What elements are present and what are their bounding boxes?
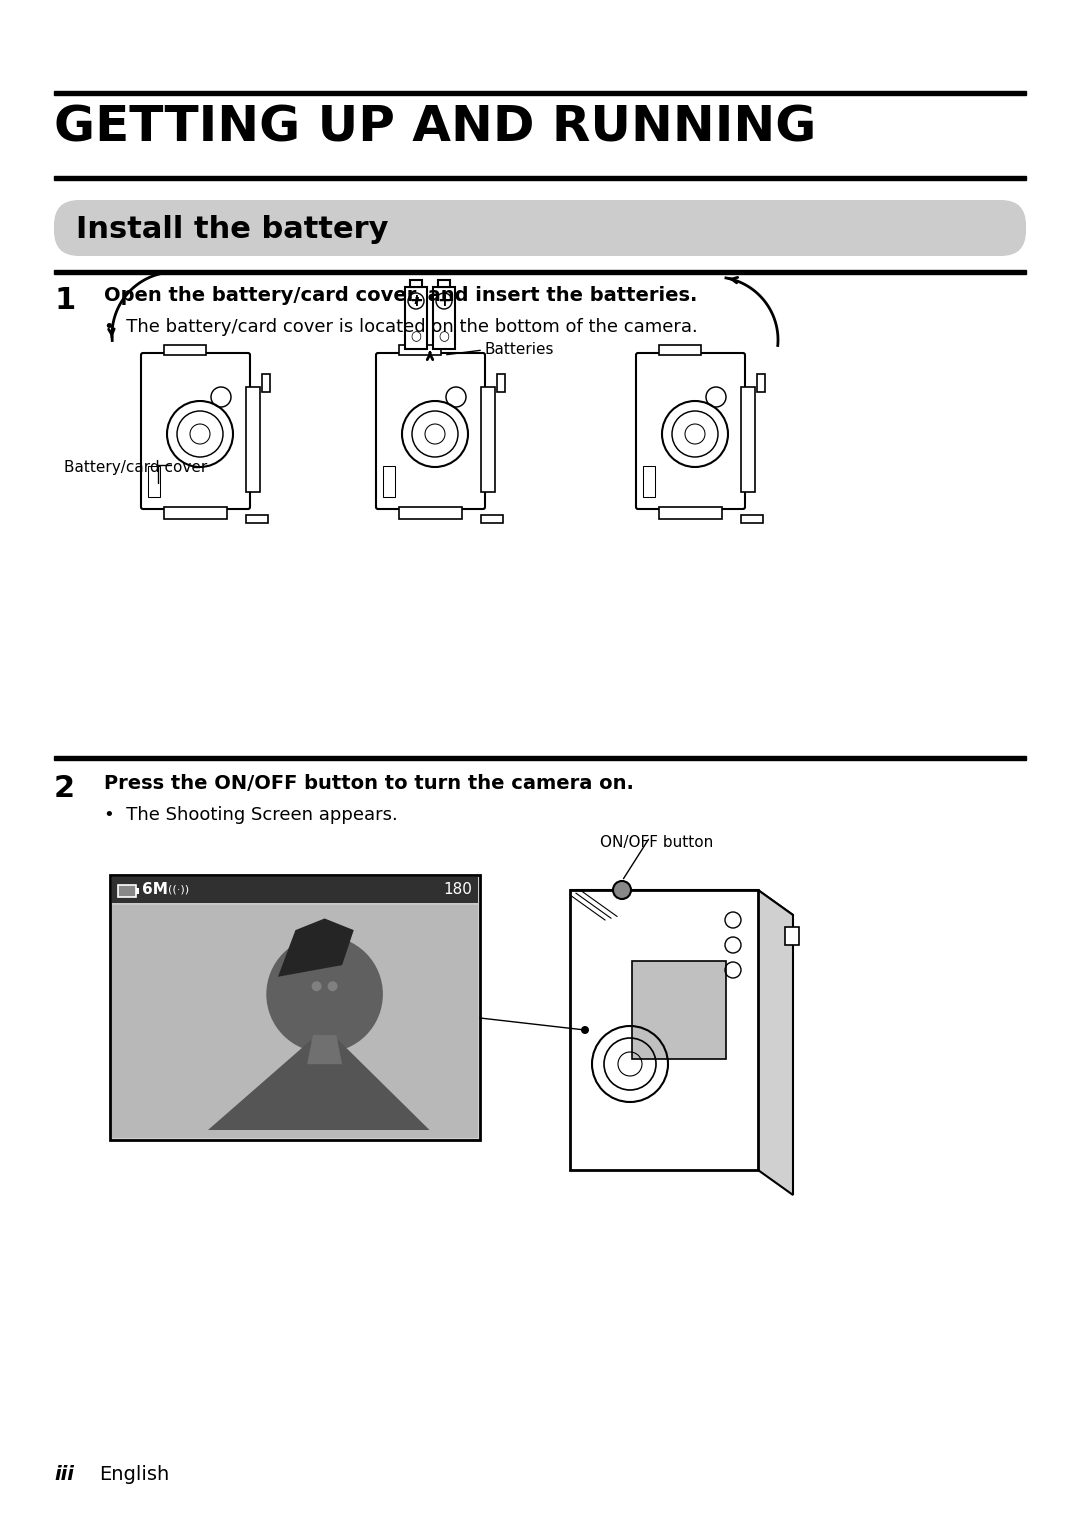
Text: +: + xyxy=(437,292,451,310)
Bar xyxy=(481,386,495,491)
Text: English: English xyxy=(99,1465,170,1484)
Text: Battery/card cover: Battery/card cover xyxy=(64,459,207,475)
Text: ((·)): ((·)) xyxy=(168,884,189,894)
Polygon shape xyxy=(570,890,793,916)
Circle shape xyxy=(312,981,322,992)
Text: +: + xyxy=(409,292,423,310)
Text: Install the battery: Install the battery xyxy=(76,216,389,245)
Bar xyxy=(164,506,227,519)
Circle shape xyxy=(613,881,631,899)
Bar xyxy=(262,374,270,392)
Bar xyxy=(481,516,503,523)
Circle shape xyxy=(581,1027,589,1034)
Bar xyxy=(54,91,1026,94)
Bar xyxy=(757,374,765,392)
Bar xyxy=(741,386,755,491)
Bar xyxy=(246,516,268,523)
Bar xyxy=(410,280,422,287)
Polygon shape xyxy=(208,1040,430,1130)
Bar xyxy=(659,345,701,354)
Bar xyxy=(405,287,427,348)
Text: •  The battery/card cover is located on the bottom of the camera.: • The battery/card cover is located on t… xyxy=(104,318,698,336)
Circle shape xyxy=(267,935,383,1053)
Bar xyxy=(383,465,395,497)
Text: 180: 180 xyxy=(443,882,472,896)
Bar xyxy=(438,280,450,287)
Text: ○: ○ xyxy=(438,330,449,344)
Bar xyxy=(741,516,762,523)
Bar xyxy=(659,506,723,519)
FancyBboxPatch shape xyxy=(376,353,485,510)
Bar xyxy=(136,888,139,894)
Bar xyxy=(497,374,505,392)
Bar xyxy=(643,465,654,497)
Bar xyxy=(112,878,478,1138)
FancyBboxPatch shape xyxy=(636,353,745,510)
FancyBboxPatch shape xyxy=(141,353,249,510)
Bar xyxy=(112,905,478,1138)
Polygon shape xyxy=(307,1036,342,1065)
Text: 2: 2 xyxy=(54,774,76,803)
Polygon shape xyxy=(758,890,793,1196)
Polygon shape xyxy=(278,919,354,976)
Bar xyxy=(148,465,160,497)
Bar xyxy=(54,756,1026,760)
Bar xyxy=(54,271,1026,274)
Bar xyxy=(118,885,136,897)
Text: Batteries: Batteries xyxy=(485,342,554,357)
Text: •  The Shooting Screen appears.: • The Shooting Screen appears. xyxy=(104,806,397,824)
Text: iii: iii xyxy=(54,1465,73,1484)
Bar xyxy=(246,386,260,491)
Bar xyxy=(632,961,726,1059)
Text: ON/OFF button: ON/OFF button xyxy=(600,835,713,850)
Bar xyxy=(433,287,455,348)
Bar xyxy=(570,890,758,1170)
Text: GETTING UP AND RUNNING: GETTING UP AND RUNNING xyxy=(54,103,816,151)
Bar xyxy=(110,875,480,1141)
Text: Press the ON/OFF button to turn the camera on.: Press the ON/OFF button to turn the came… xyxy=(104,774,634,792)
Text: Open the battery/card cover, and insert the batteries.: Open the battery/card cover, and insert … xyxy=(104,286,698,306)
Bar xyxy=(54,176,1026,179)
Bar xyxy=(112,878,478,903)
Bar xyxy=(164,345,206,354)
Text: 1: 1 xyxy=(54,286,76,315)
Text: 6M: 6M xyxy=(141,882,167,896)
Circle shape xyxy=(327,981,338,992)
FancyBboxPatch shape xyxy=(54,199,1026,256)
Text: ○: ○ xyxy=(410,330,421,344)
Bar xyxy=(399,506,462,519)
Bar xyxy=(785,926,799,945)
Bar xyxy=(399,345,441,354)
